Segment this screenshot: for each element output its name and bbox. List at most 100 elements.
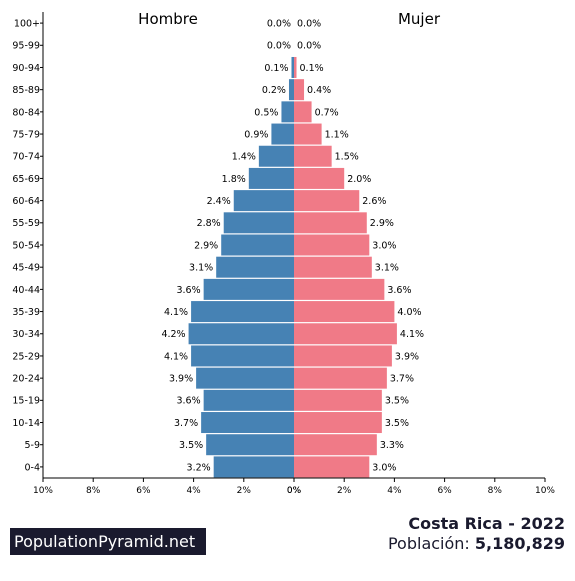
x-tick-label: 8% bbox=[488, 486, 503, 496]
value-label-male: 0.9% bbox=[244, 129, 268, 140]
age-label: 25-29 bbox=[12, 351, 40, 362]
value-label-male: 0.5% bbox=[254, 107, 278, 118]
value-label-male: 0.2% bbox=[262, 85, 286, 96]
value-label-female: 3.7% bbox=[390, 374, 414, 385]
bar-female-40-44 bbox=[294, 278, 385, 300]
value-label-female: 2.6% bbox=[362, 196, 386, 207]
value-label-male: 2.9% bbox=[194, 240, 218, 251]
legend-hombre: Hombre bbox=[138, 10, 198, 28]
bar-female-5-9 bbox=[294, 434, 377, 456]
bar-male-15-19 bbox=[203, 389, 294, 411]
bar-male-65-69 bbox=[248, 167, 294, 189]
value-label-female: 3.6% bbox=[387, 285, 411, 296]
brand-badge[interactable]: PopulationPyramid.net bbox=[10, 528, 206, 555]
value-label-male: 4.1% bbox=[164, 351, 188, 362]
bar-female-65-69 bbox=[294, 167, 345, 189]
age-label: 65-69 bbox=[12, 174, 40, 185]
value-label-female: 0.4% bbox=[307, 85, 331, 96]
value-label-male: 0.1% bbox=[264, 63, 288, 74]
x-tick-label: 10% bbox=[535, 486, 555, 496]
country-year: Costa Rica - 2022 bbox=[408, 514, 565, 533]
bar-female-60-64 bbox=[294, 190, 360, 212]
x-tick-label: 4% bbox=[387, 486, 402, 496]
bar-male-50-54 bbox=[221, 234, 294, 256]
bar-female-85-89 bbox=[294, 79, 305, 101]
value-label-male: 4.2% bbox=[161, 329, 185, 340]
value-label-male: 0.0% bbox=[267, 41, 291, 52]
age-group-labels: 0-4 5-9 10-14 15-19 20-24 25-29 30-34 35-39 40-4… bbox=[12, 18, 40, 473]
bar-male-80-84 bbox=[281, 101, 294, 123]
brand-text: PopulationPyramid.net bbox=[14, 532, 196, 551]
bar-female-50-54 bbox=[294, 234, 370, 256]
value-label-female: 0.0% bbox=[297, 41, 321, 52]
bar-female-10-14 bbox=[294, 412, 382, 434]
value-label-male: 2.4% bbox=[207, 196, 231, 207]
bar-male-10-14 bbox=[201, 412, 294, 434]
bar-female-25-29 bbox=[294, 345, 392, 367]
bar-male-5-9 bbox=[206, 434, 294, 456]
value-label-male: 3.6% bbox=[176, 396, 200, 407]
x-tick-label: 6% bbox=[136, 486, 151, 496]
value-label-female: 3.1% bbox=[375, 263, 399, 274]
value-label-male: 3.9% bbox=[169, 374, 193, 385]
age-label: 30-34 bbox=[12, 329, 40, 340]
x-tick-label: 10% bbox=[33, 486, 53, 496]
female-bars bbox=[294, 56, 397, 478]
value-label-female: 2.0% bbox=[347, 174, 371, 185]
value-label-male: 2.8% bbox=[197, 218, 221, 229]
bar-female-70-74 bbox=[294, 145, 332, 167]
value-label-female: 3.5% bbox=[385, 396, 409, 407]
x-tick-label: 0% bbox=[287, 486, 302, 496]
age-label: 70-74 bbox=[12, 152, 40, 163]
value-label-female: 3.0% bbox=[372, 462, 396, 473]
age-label: 10-14 bbox=[12, 418, 40, 429]
x-tick-label: 0% bbox=[287, 486, 302, 496]
legend-mujer: Mujer bbox=[398, 10, 441, 28]
bar-male-60-64 bbox=[233, 190, 294, 212]
value-label-male: 1.8% bbox=[222, 174, 246, 185]
value-label-female: 3.9% bbox=[395, 351, 419, 362]
value-label-male: 4.1% bbox=[164, 307, 188, 318]
value-label-male: 0.0% bbox=[267, 18, 291, 29]
value-label-male: 3.1% bbox=[189, 263, 213, 274]
value-label-male: 1.4% bbox=[232, 152, 256, 163]
bar-female-55-59 bbox=[294, 212, 367, 234]
population-label: Población: bbox=[387, 534, 470, 553]
value-label-female: 3.0% bbox=[372, 240, 396, 251]
bar-male-75-79 bbox=[271, 123, 294, 145]
age-label: 95-99 bbox=[12, 41, 40, 52]
age-label: 55-59 bbox=[12, 218, 40, 229]
value-label-female: 4.0% bbox=[397, 307, 421, 318]
value-label-female: 0.0% bbox=[297, 18, 321, 29]
bar-male-90-94 bbox=[291, 56, 294, 78]
age-label: 85-89 bbox=[12, 85, 40, 96]
age-label: 0-4 bbox=[24, 462, 40, 473]
x-tick-label: 6% bbox=[437, 486, 452, 496]
bar-male-85-89 bbox=[288, 79, 294, 101]
age-label: 40-44 bbox=[12, 285, 40, 296]
bar-male-30-34 bbox=[188, 323, 294, 345]
population-value: 5,180,829 bbox=[474, 534, 565, 553]
bar-female-15-19 bbox=[294, 389, 382, 411]
population-pyramid-chart: 0-4 5-9 10-14 15-19 20-24 25-29 30-34 35-39 40-4… bbox=[12, 10, 555, 496]
value-label-male: 3.7% bbox=[174, 418, 198, 429]
value-label-female: 1.1% bbox=[325, 129, 349, 140]
value-label-male: 3.2% bbox=[187, 462, 211, 473]
bar-male-55-59 bbox=[223, 212, 294, 234]
bar-female-45-49 bbox=[294, 256, 372, 278]
bar-male-25-29 bbox=[191, 345, 294, 367]
bar-male-20-24 bbox=[196, 367, 294, 389]
age-label: 20-24 bbox=[12, 374, 40, 385]
bar-male-0-4 bbox=[213, 456, 294, 478]
x-tick-label: 2% bbox=[337, 486, 352, 496]
age-label: 60-64 bbox=[12, 196, 40, 207]
age-label: 80-84 bbox=[12, 107, 40, 118]
value-label-female: 4.1% bbox=[400, 329, 424, 340]
value-label-female: 1.5% bbox=[335, 152, 359, 163]
value-label-male: 3.5% bbox=[179, 440, 203, 451]
value-label-female: 3.3% bbox=[380, 440, 404, 451]
value-label-female: 3.5% bbox=[385, 418, 409, 429]
value-label-female: 0.1% bbox=[300, 63, 324, 74]
value-label-male: 3.6% bbox=[176, 285, 200, 296]
bar-female-35-39 bbox=[294, 301, 395, 323]
